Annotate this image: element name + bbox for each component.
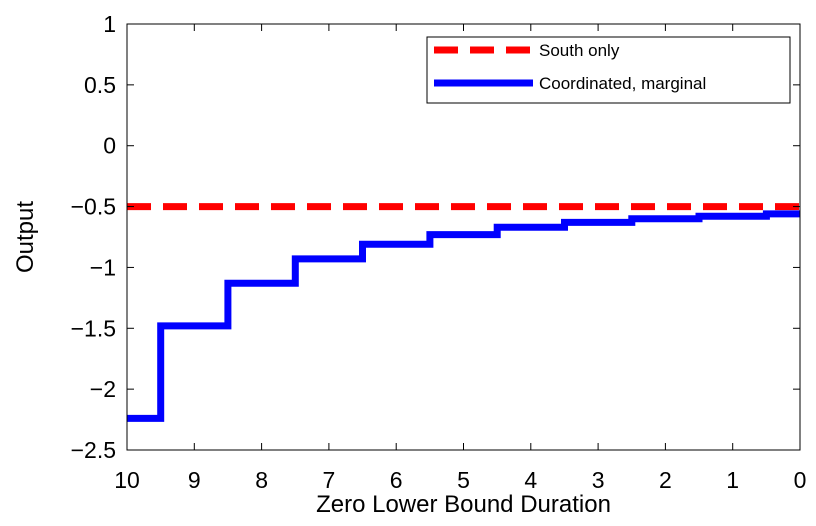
y-tick-label: −2 [90, 376, 116, 402]
legend-label-coordinated-marginal: Coordinated, marginal [539, 74, 706, 93]
x-tick-label: 10 [114, 467, 140, 493]
legend: South only Coordinated, marginal [426, 36, 791, 104]
x-tick-label: 6 [390, 467, 403, 493]
y-tick-label: −1.5 [71, 315, 116, 341]
y-tick-label: 1 [103, 11, 116, 37]
x-tick-label: 4 [524, 467, 537, 493]
x-tick-label: 1 [726, 467, 739, 493]
x-tick-label: 0 [794, 467, 807, 493]
legend-label-south-only: South only [539, 41, 620, 60]
x-tick-label: 7 [323, 467, 336, 493]
series-layer [127, 203, 800, 422]
y-tick-label: 0.5 [84, 72, 116, 98]
y-tick-label: 0 [103, 133, 116, 159]
x-tick-label: 9 [188, 467, 201, 493]
x-tick-label: 5 [457, 467, 470, 493]
series-coordinated-marginal [127, 210, 800, 422]
y-tick-label: −1 [90, 254, 116, 280]
x-axis-label: Zero Lower Bound Duration [316, 491, 611, 518]
x-tick-label: 2 [659, 467, 672, 493]
y-tick-label: −0.5 [71, 194, 116, 220]
y-tick-label: −2.5 [71, 437, 116, 463]
x-tick-label: 3 [592, 467, 605, 493]
ticks-layer: 10 9 8 7 6 5 4 3 2 1 010.50−0.5−1−1.5−2−2.5 [71, 11, 807, 493]
x-tick-label: 8 [255, 467, 268, 493]
y-axis-label: Output [12, 201, 39, 273]
